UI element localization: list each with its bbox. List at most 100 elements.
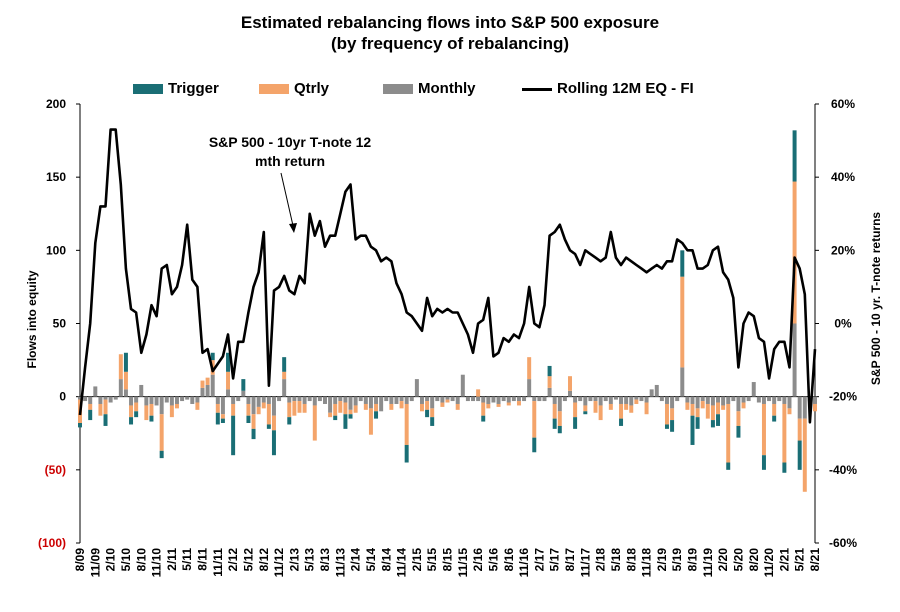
y-tick-label: 200 — [46, 97, 66, 111]
bar-qtrly — [496, 403, 501, 407]
bar-trigger — [761, 455, 766, 470]
x-tick-label: 2/13 — [287, 548, 301, 572]
bar-trigger — [573, 417, 578, 429]
bar-qtrly — [797, 418, 802, 441]
x-tick-label: 8/10 — [134, 548, 148, 572]
x-tick-label: 2/15 — [410, 548, 424, 572]
y-tick-label: 150 — [46, 170, 66, 184]
x-tick-label: 5/14 — [364, 548, 378, 572]
bar-qtrly — [169, 405, 174, 418]
bar-qtrly — [486, 403, 491, 409]
bar-monthly — [277, 396, 282, 402]
x-tick-label: 8/17 — [563, 548, 577, 572]
x-tick-label: 11/12 — [272, 548, 286, 578]
bar-trigger — [736, 425, 741, 438]
bar-monthly — [389, 396, 394, 404]
bar-monthly — [751, 382, 756, 397]
legend-swatch-qtrly — [259, 84, 289, 94]
rolling-12m-line — [78, 128, 817, 424]
bar-qtrly — [792, 181, 797, 324]
bar-monthly — [440, 396, 445, 403]
bar-qtrly — [782, 403, 787, 463]
bar-monthly — [241, 390, 246, 397]
bar-monthly — [190, 396, 195, 404]
bar-qtrly — [404, 403, 409, 445]
x-tick-label: 8/09 — [73, 548, 87, 572]
y-tick-label: 100 — [46, 243, 66, 257]
bar-qtrly — [598, 405, 603, 421]
bar-monthly — [573, 396, 578, 403]
bar-trigger — [266, 424, 271, 429]
bar-monthly — [236, 396, 241, 402]
bar-monthly — [654, 384, 659, 397]
bar-monthly — [501, 396, 506, 402]
bar-qtrly — [705, 403, 710, 419]
bar-monthly — [435, 396, 440, 402]
bar-monthly — [159, 396, 164, 415]
bar-monthly — [323, 396, 327, 404]
bar-qtrly — [312, 405, 317, 441]
bar-trigger — [343, 414, 348, 429]
bar-trigger — [792, 130, 797, 182]
x-tick-label: 11/11 — [211, 548, 225, 577]
bar-monthly — [450, 396, 455, 402]
legend-label-monthly: Monthly — [418, 80, 476, 97]
x-tick-label: 2/17 — [532, 548, 546, 572]
bar-qtrly — [629, 405, 634, 413]
legend: Trigger Qtrly Monthly Rolling 12M EQ - F… — [0, 80, 900, 100]
bar-trigger — [726, 462, 731, 470]
bar-trigger — [552, 418, 557, 429]
x-tick-label: 11/13 — [333, 548, 347, 578]
bar-qtrly — [287, 402, 292, 418]
legend-swatch-trigger — [133, 84, 163, 94]
bar-monthly — [542, 396, 547, 402]
x-tick-label: 5/20 — [731, 548, 745, 572]
bar-monthly — [619, 396, 624, 404]
bar-trigger — [619, 418, 624, 426]
bar-monthly — [685, 396, 690, 403]
bar-monthly — [169, 396, 174, 406]
bar-qtrly — [787, 408, 792, 415]
bar-monthly — [613, 396, 618, 400]
bar-monthly — [266, 396, 271, 404]
bar-monthly — [144, 396, 149, 406]
bar-monthly — [756, 396, 761, 403]
bar-qtrly — [174, 403, 179, 409]
bar-qtrly — [680, 276, 685, 368]
bar-monthly — [164, 396, 169, 403]
bar-monthly — [588, 396, 593, 402]
bar-qtrly — [200, 380, 205, 388]
bar-monthly — [180, 396, 185, 402]
bar-monthly — [557, 396, 562, 412]
bar-qtrly — [670, 408, 675, 421]
x-tick-label: 11/17 — [578, 548, 592, 578]
x-tick-label: 2/18 — [594, 548, 608, 572]
bar-qtrly — [664, 403, 669, 425]
bar-monthly — [368, 396, 373, 409]
bar-monthly — [256, 396, 261, 407]
bar-monthly — [491, 396, 496, 403]
bar-trigger — [430, 417, 435, 426]
bar-trigger — [557, 425, 562, 434]
bar-monthly — [154, 396, 159, 406]
bar-qtrly — [88, 403, 93, 410]
bar-qtrly — [547, 376, 552, 388]
bar-monthly — [767, 396, 772, 402]
x-tick-label: 11/09 — [88, 548, 102, 578]
bar-qtrly — [593, 401, 598, 413]
bar-qtrly — [348, 409, 353, 415]
annotation-arrow-line — [280, 172, 295, 231]
bar-trigger — [282, 357, 287, 372]
bar-monthly — [802, 396, 807, 419]
bar-monthly — [670, 396, 675, 409]
bar-monthly — [409, 396, 414, 402]
bar-monthly — [123, 389, 128, 397]
bar-qtrly — [644, 402, 649, 415]
bar-monthly — [552, 396, 557, 404]
y-tick-label: (100) — [38, 536, 66, 550]
bar-trigger — [333, 415, 338, 421]
bar-monthly — [343, 396, 348, 403]
bar-trigger — [231, 415, 236, 456]
bar-monthly — [220, 396, 225, 415]
bar-qtrly — [343, 402, 348, 415]
